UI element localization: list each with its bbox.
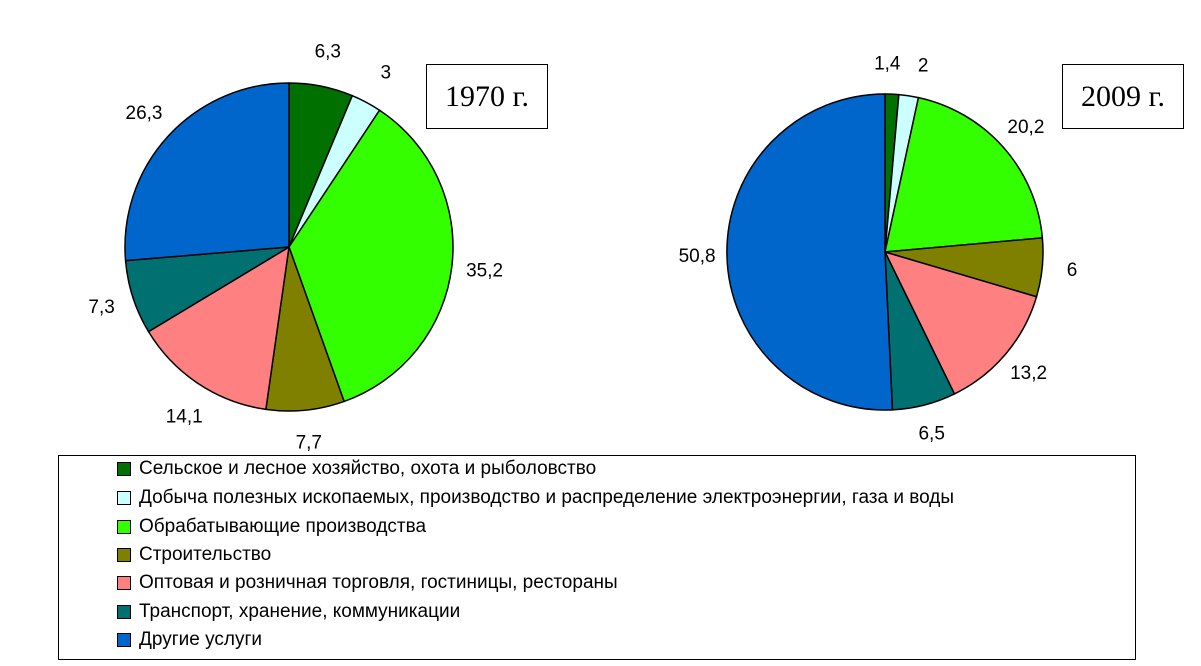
pie-1970-slice-manufacturing: [288, 109, 454, 403]
chart-1970-title: 1970 г.: [445, 79, 529, 113]
pie-2009-value-label-manufacturing: 20,2: [1007, 117, 1044, 138]
legend-item-construction: Строительство: [117, 544, 271, 566]
legend-swatch: [117, 576, 131, 590]
legend-item-other-services: Другие услуги: [117, 629, 262, 651]
legend-label: Оптовая и розничная торговля, гостиницы,…: [139, 572, 618, 593]
legend-label: Транспорт, хранение, коммуникации: [139, 601, 461, 622]
legend-label: Строительство: [139, 544, 272, 565]
pie-1970-value-label-manufacturing: 35,2: [466, 260, 503, 281]
legend-label: Другие услуги: [139, 629, 263, 650]
pie-1970: 6,3 3 35,2 7,7 14,1 7,3 26,3: [88, 41, 503, 453]
legend-label: Добыча полезных ископаемых, производство…: [139, 487, 955, 508]
pie-1970-value-label-transport: 7,3: [88, 297, 114, 318]
pie-2009-value-label-mining-utilities: 2: [918, 56, 929, 77]
legend-item-transport: Транспорт, хранение, коммуникации: [117, 601, 460, 623]
legend-swatch: [117, 633, 131, 647]
legend-swatch: [117, 491, 131, 505]
legend-item-agriculture: Сельское и лесное хозяйство, охота и рыб…: [117, 458, 596, 480]
pie-2009-value-label-agriculture: 1,4: [874, 54, 901, 75]
legend: Сельское и лесное хозяйство, охота и рыб…: [58, 455, 1136, 660]
legend-swatch: [117, 462, 131, 476]
legend-item-trade: Оптовая и розничная торговля, гостиницы,…: [117, 572, 618, 594]
pie-2009: 1,4 2 20,2 6 13,2 6,5 50,8: [679, 54, 1078, 445]
pie-1970-value-label-trade: 14,1: [166, 407, 203, 428]
pie-1970-value-label-mining-utilities: 3: [381, 63, 392, 84]
pie-2009-value-label-other-services: 50,8: [679, 246, 716, 267]
pie-1970-value-label-other-services: 26,3: [126, 103, 163, 124]
pie-2009-slice-manufacturing: [884, 96, 1044, 253]
pie-1970-slice-other-services: [124, 82, 290, 262]
chart-1970-title-box: 1970 г.: [426, 64, 548, 129]
chart-2009-title: 2009 г.: [1081, 79, 1165, 113]
legend-swatch: [117, 548, 131, 562]
pie-2009-value-label-transport: 6,5: [918, 424, 944, 445]
legend-swatch: [117, 605, 131, 619]
chart-2009-title-box: 2009 г.: [1062, 64, 1184, 129]
legend-item-manufacturing: Обрабатывающие производства: [117, 516, 426, 538]
legend-item-mining-utilities: Добыча полезных ископаемых, производство…: [117, 487, 954, 509]
legend-label: Сельское и лесное хозяйство, охота и рыб…: [139, 458, 597, 479]
pie-2009-value-label-trade: 13,2: [1010, 363, 1047, 384]
pie-1970-value-label-agriculture: 6,3: [315, 41, 341, 62]
pie-2009-value-label-construction: 6: [1067, 260, 1078, 281]
pie-1970-slice-trade: [147, 246, 290, 411]
legend-label: Обрабатывающие производства: [139, 516, 427, 537]
pie-2009-slice-other-services: [726, 93, 894, 411]
pie-2009-slice-trade: [884, 251, 1038, 395]
pie-1970-value-label-construction: 7,7: [296, 433, 322, 454]
legend-swatch: [117, 520, 131, 534]
